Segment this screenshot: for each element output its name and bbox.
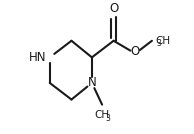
Text: CH: CH <box>94 110 110 120</box>
Text: HN: HN <box>28 51 46 64</box>
Text: O: O <box>131 45 140 58</box>
Text: N: N <box>87 76 96 89</box>
Text: 3: 3 <box>105 114 110 123</box>
Text: 3: 3 <box>157 40 162 49</box>
Text: O: O <box>109 2 118 15</box>
Text: CH: CH <box>155 36 170 46</box>
